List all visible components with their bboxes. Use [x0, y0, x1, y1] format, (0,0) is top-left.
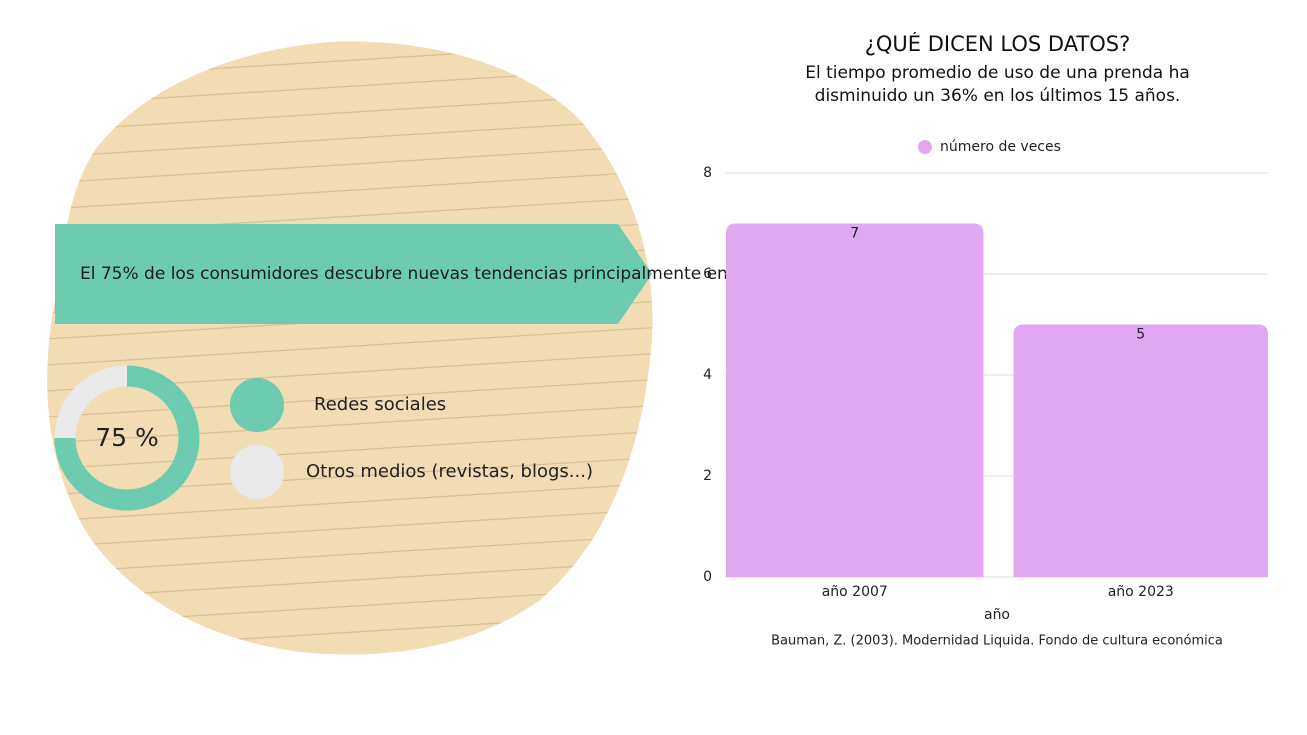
paper-line	[47, 377, 653, 419]
paper-line	[47, 429, 653, 471]
value-label: 5	[1136, 327, 1145, 343]
banner-text: El 75% de los consumidores descubre nuev…	[80, 264, 854, 284]
value-label: 7	[850, 226, 859, 242]
chart-subtitle: El tiempo promedio de uso de una prenda …	[805, 63, 1190, 106]
legend-label: número de veces	[940, 139, 1061, 155]
paper-line	[47, 507, 653, 549]
paper-line	[47, 169, 653, 211]
x-axis-label: año	[984, 607, 1010, 623]
paper-line	[47, 143, 653, 185]
header: ¿QUÉ DICEN LOS DATOS? El tiempo promedio…	[805, 32, 1190, 106]
donut-segment	[54, 365, 200, 511]
donut-label: 75 %	[95, 423, 159, 452]
legend-swatch	[230, 445, 284, 499]
y-tick-label: 6	[703, 266, 712, 282]
paper-line	[47, 325, 653, 367]
bar	[1013, 324, 1268, 577]
paper	[47, 41, 653, 655]
donut-segment	[54, 365, 128, 439]
y-tick-label: 2	[703, 468, 712, 484]
paper-line	[47, 117, 653, 159]
y-tick-label: 4	[703, 367, 712, 383]
legend-swatch	[918, 140, 932, 154]
y-tick-label: 8	[703, 165, 712, 181]
paper-line	[47, 533, 653, 575]
chart-title: ¿QUÉ DICEN LOS DATOS?	[864, 32, 1131, 56]
x-tick-label: año 2023	[1108, 584, 1174, 600]
banner-shape	[55, 224, 652, 324]
bar	[726, 223, 984, 577]
legend-label: Redes sociales	[314, 394, 446, 415]
legend-label: Otros medios (revistas, blogs...)	[306, 461, 593, 482]
legend-swatch	[230, 378, 284, 432]
paper-line	[47, 403, 653, 445]
paper-line	[47, 481, 653, 523]
source: Bauman, Z. (2003). Modernidad Liquida. F…	[771, 634, 1223, 649]
y-tick-label: 0	[703, 569, 712, 585]
x-tick-label: año 2007	[822, 584, 888, 600]
